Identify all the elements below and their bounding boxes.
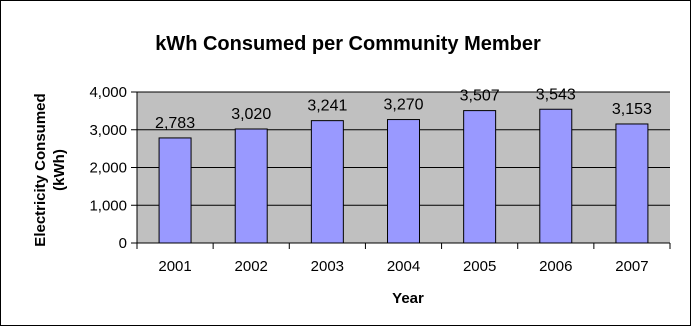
- data-label: 3,507: [460, 88, 500, 105]
- y-axis-title: Electricity Consumed (kWh): [32, 93, 68, 246]
- bars: [158, 108, 649, 244]
- data-label: 3,153: [612, 101, 652, 118]
- y-axis-title-line-1: Electricity Consumed: [32, 93, 49, 246]
- bar: [387, 119, 420, 244]
- x-tick-label: 2007: [615, 258, 648, 275]
- x-tick-label: 2002: [235, 258, 268, 275]
- data-label: 2,783: [155, 115, 195, 132]
- x-tick-label: 2004: [387, 258, 420, 275]
- y-tick-label: 2,000: [89, 160, 127, 177]
- y-tick-label: 3,000: [89, 122, 127, 139]
- x-tick-label: 2003: [311, 258, 344, 275]
- bar: [463, 110, 497, 244]
- chart-title: kWh Consumed per Community Member: [155, 33, 541, 55]
- bar: [539, 108, 573, 244]
- data-label: 3,270: [383, 97, 423, 114]
- data-label: 3,241: [307, 98, 347, 115]
- x-tick-label: 2006: [539, 258, 572, 275]
- x-tick-label: 2005: [463, 258, 496, 275]
- data-label: 3,543: [536, 86, 576, 103]
- y-tick-label: 1,000: [89, 197, 127, 214]
- data-label: 3,020: [231, 106, 271, 123]
- x-axis: 2001 2002 2003 2004 2005 2006 2007: [136, 242, 671, 275]
- x-axis-title: Year: [392, 290, 424, 307]
- y-tick-label: 0: [119, 235, 127, 252]
- data-labels: 2,783 3,020 3,241 3,270 3,507 3,543 3,153: [155, 86, 652, 132]
- y-tick-label: 4,000: [89, 84, 127, 101]
- bar: [158, 137, 192, 244]
- bar: [615, 123, 649, 244]
- y-axis-title-line-2: (kWh): [51, 149, 68, 191]
- bar: [310, 120, 344, 244]
- bar: [234, 128, 268, 244]
- y-axis: 0 1,000 2,000 3,000 4,000: [89, 84, 138, 252]
- x-tick-label: 2001: [158, 258, 191, 275]
